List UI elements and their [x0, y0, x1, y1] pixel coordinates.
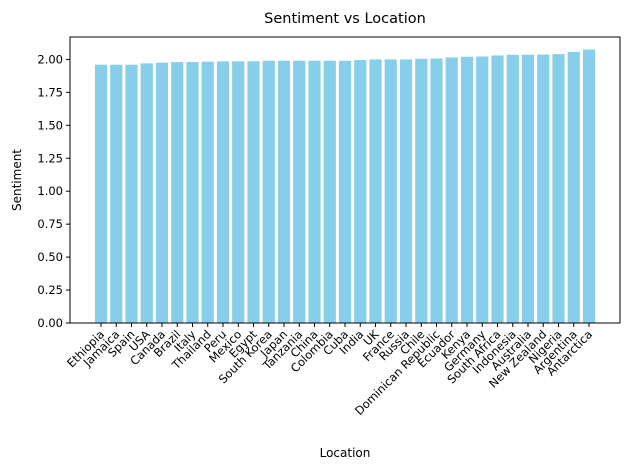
bars	[94, 49, 596, 324]
bar-france	[384, 59, 397, 324]
y-tick-label: 0.50	[37, 250, 63, 264]
bar-argentina	[567, 51, 580, 323]
bar-jamaica	[110, 64, 123, 323]
bar-italy	[186, 62, 199, 323]
bar-kenya	[460, 56, 474, 323]
bar-colombia	[323, 60, 336, 323]
bar-egypt	[247, 61, 260, 323]
bar-peru	[216, 61, 230, 324]
y-axis-label: Sentiment	[10, 149, 24, 211]
bar-canada	[155, 62, 169, 323]
y-tick-label: 0.75	[37, 217, 63, 231]
bar-china	[308, 60, 321, 323]
x-axis-label: Location	[320, 446, 371, 460]
y-tick-label: 1.75	[37, 85, 63, 99]
bar-cuba	[338, 60, 352, 323]
bar-brazil	[171, 62, 184, 323]
bar-dominican-republic	[430, 58, 443, 324]
bar-chile	[415, 58, 428, 323]
bar-indonesia	[506, 54, 519, 323]
bar-antarctica	[582, 49, 596, 323]
bar-australia	[521, 54, 535, 323]
y-axis-ticks: 0.00 0.25 0.50 0.75 1.00 1.25 1.50 1.75 2.00	[37, 52, 70, 330]
bar-ecuador	[445, 57, 458, 324]
chart-title: Sentiment vs Location	[264, 11, 426, 27]
bar-tanzania	[293, 60, 306, 323]
bar-ethiopia	[94, 64, 108, 323]
bar-usa	[140, 63, 153, 324]
bar-spain	[125, 64, 138, 323]
x-axis-ticks: EthiopiaJamaicaSpainUSACanadaBrazilItaly…	[64, 323, 595, 418]
bar-south-africa	[491, 55, 504, 324]
bar-thailand	[201, 61, 214, 323]
bar-uk	[369, 59, 382, 324]
y-tick-label: 2.00	[37, 52, 63, 66]
y-tick-label: 1.50	[37, 118, 63, 132]
bar-russia	[399, 59, 413, 324]
bar-germany	[476, 56, 489, 324]
bar-japan	[277, 60, 291, 323]
plot-frame	[69, 36, 621, 324]
y-tick-label: 1.00	[37, 184, 63, 198]
bar-mexico	[232, 61, 245, 324]
bar-india	[354, 60, 367, 324]
y-tick-label: 0.00	[37, 316, 63, 330]
bar-nigeria	[552, 54, 565, 324]
y-tick-label: 0.25	[37, 283, 63, 297]
y-tick-label: 1.25	[37, 151, 63, 165]
bar-new-zealand	[537, 54, 550, 324]
bar-south-korea	[262, 60, 275, 323]
